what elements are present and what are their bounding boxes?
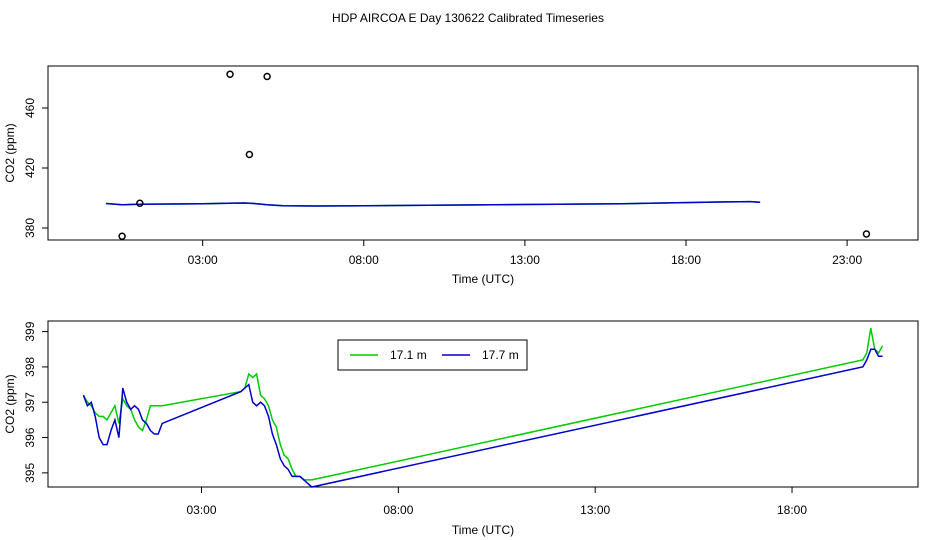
chart-title: HDP AIRCOA E Day 130622 Calibrated Times… <box>332 11 604 25</box>
top-panel: 03:00 08:00 13:00 18:00 23:00 380 420 460 Time (… <box>3 65 919 286</box>
x-tick-label: 08:00 <box>349 253 379 267</box>
data-point <box>263 72 271 81</box>
data-point <box>245 150 254 159</box>
series-line <box>105 200 761 207</box>
data-point <box>862 230 871 238</box>
y-tick-label: 399 <box>23 321 37 341</box>
y-tick-label: 460 <box>23 98 37 118</box>
y-tick-label: 397 <box>23 392 37 412</box>
data-point <box>226 70 234 78</box>
plot-frame <box>47 320 919 488</box>
y-tick-label: 420 <box>23 158 37 178</box>
x-tick-label: 08:00 <box>383 503 413 517</box>
y-axis-label: CO2 (ppm) <box>3 374 17 433</box>
x-tick-label: 18:00 <box>777 503 807 517</box>
x-tick-label: 13:00 <box>580 503 610 517</box>
legend: 17.1 m 17.7 m <box>337 339 528 371</box>
y-tick-label: 396 <box>23 427 37 447</box>
plot-frame <box>47 65 919 241</box>
y-axis-label: CO2 (ppm) <box>3 123 17 182</box>
data-point <box>118 232 126 240</box>
x-tick-label: 23:00 <box>832 253 862 267</box>
y-tick-label: 380 <box>23 218 37 238</box>
data-point <box>136 199 144 207</box>
legend-label: 17.1 m <box>390 348 427 362</box>
bottom-panel: 03:00 08:00 13:00 18:00 395 396 397 398 399 Time … <box>3 320 919 537</box>
legend-label: 17.7 m <box>482 348 519 362</box>
x-axis-label: Time (UTC) <box>452 523 514 537</box>
y-tick-label: 398 <box>23 357 37 377</box>
series-line-171m <box>82 327 884 481</box>
x-tick-label: 03:00 <box>188 253 218 267</box>
series-line-177m <box>82 348 883 488</box>
x-axis-label: Time (UTC) <box>452 272 514 286</box>
x-tick-label: 13:00 <box>510 253 540 267</box>
x-tick-label: 03:00 <box>187 503 217 517</box>
x-tick-label: 18:00 <box>671 253 701 267</box>
y-tick-label: 395 <box>23 463 37 483</box>
